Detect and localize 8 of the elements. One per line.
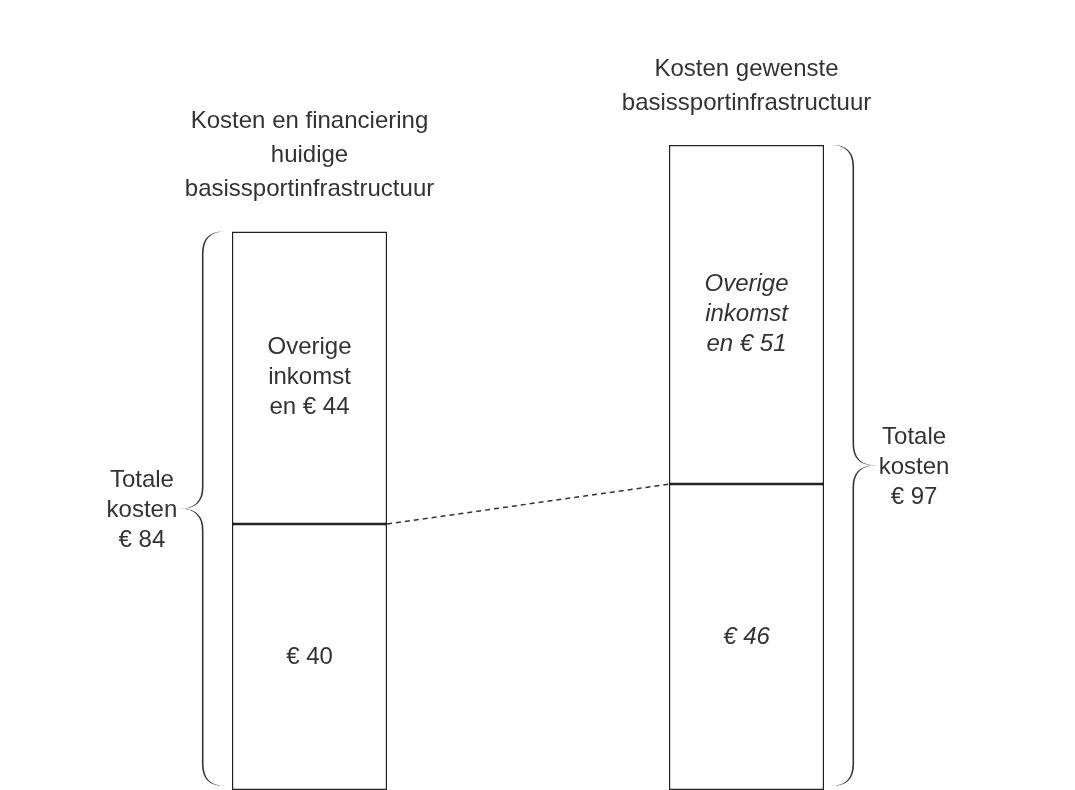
data-label: € 46 <box>723 621 771 649</box>
data-label: Overige inkomst en € 44 <box>267 332 352 420</box>
total-label: Totale kosten € 97 <box>878 422 950 510</box>
total-label: Totale kosten € 84 <box>106 465 178 553</box>
x-tick-label: Kosten en financiering huidige basissportinfrastructuur <box>184 106 435 202</box>
x-tick-label: Kosten gewenste basissportinfrastructuur <box>621 53 872 115</box>
data-label: € 40 <box>286 641 333 669</box>
data-label: Overige inkomst en € 51 <box>704 269 790 357</box>
